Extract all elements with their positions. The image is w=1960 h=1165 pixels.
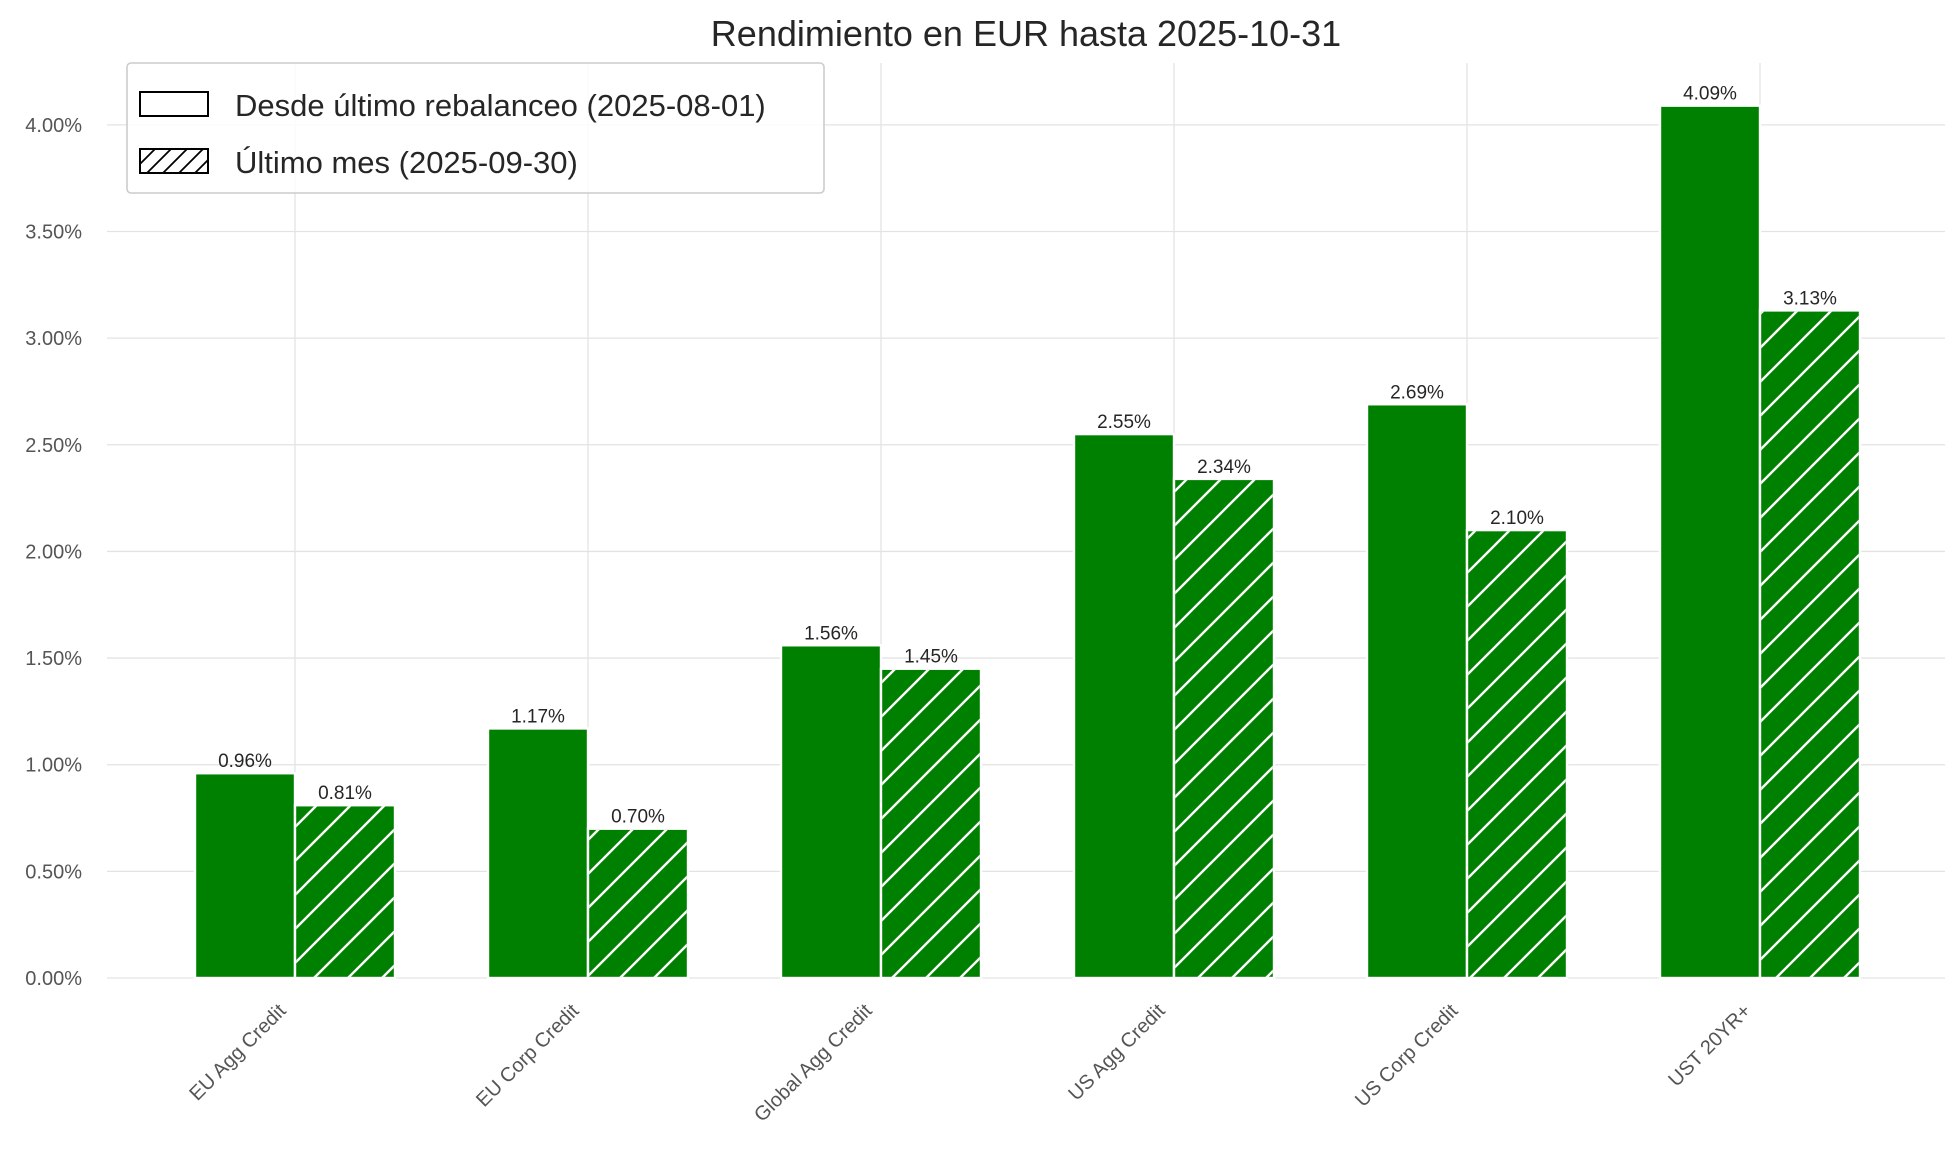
- y-tick-label: 0.00%: [25, 968, 82, 990]
- bar-value-label: 0.96%: [218, 751, 272, 772]
- x-tick-label: Global Agg Credit: [750, 1000, 877, 1127]
- bar-value-label: 2.34%: [1197, 457, 1251, 478]
- bar-last-month-hatch: [882, 669, 980, 978]
- x-tick-label: UST 20YR+: [1664, 1000, 1755, 1091]
- bar-last-month-hatch: [1175, 480, 1273, 978]
- bar-value-label: 0.81%: [318, 783, 372, 804]
- x-tick-label: EU Corp Credit: [472, 1000, 584, 1112]
- x-tick-label: US Agg Credit: [1064, 1000, 1169, 1105]
- bar-rebalance: [779, 644, 883, 980]
- bar-value-labels: 0.96% 0.81% 1.17% 0.70% 1.56% 1.45% 2.55% 2.34%…: [218, 84, 1837, 828]
- y-axis-ticks: 0.00% 0.50% 1.00% 1.50% 2.00% 2.50% 3.00% 3.50%…: [25, 115, 82, 990]
- y-tick-label: 4.00%: [25, 115, 82, 137]
- y-tick-label: 1.00%: [25, 755, 82, 777]
- x-axis-ticks: EU Agg Credit EU Corp Credit Global Agg Cr…: [185, 1000, 1755, 1127]
- legend-swatch-solid: [139, 91, 209, 117]
- bar-value-label: 1.56%: [804, 623, 858, 644]
- bar-value-label: 2.10%: [1490, 508, 1544, 529]
- y-tick-label: 0.50%: [25, 861, 82, 883]
- y-tick-label: 3.50%: [25, 221, 82, 243]
- legend: Desde último rebalanceo (2025-08-01) Últ…: [126, 62, 825, 194]
- y-tick-label: 2.50%: [25, 435, 82, 457]
- bar-last-month-hatch: [1761, 311, 1859, 979]
- x-tick-label: EU Agg Credit: [185, 1000, 290, 1105]
- bars: [193, 104, 1862, 980]
- bar-value-label: 4.09%: [1683, 84, 1737, 105]
- legend-frame: [126, 62, 825, 194]
- bar-value-label: 2.55%: [1097, 412, 1151, 433]
- bar-rebalance: [193, 772, 297, 980]
- legend-label-rebalance: Desde último rebalanceo (2025-08-01): [235, 88, 766, 123]
- x-tick-label: US Corp Credit: [1351, 1000, 1463, 1112]
- bar-rebalance: [1365, 403, 1469, 980]
- bar-last-month-hatch: [296, 806, 394, 978]
- y-tick-label: 3.00%: [25, 328, 82, 350]
- bar-value-label: 1.45%: [904, 647, 958, 668]
- bar-value-label: 1.17%: [511, 706, 565, 727]
- bar-value-label: 0.70%: [611, 807, 665, 828]
- bar-rebalance: [1072, 432, 1176, 980]
- y-tick-label: 2.00%: [25, 541, 82, 563]
- bar-last-month-hatch: [1468, 531, 1566, 978]
- legend-label-last-month: Último mes (2025-09-30): [235, 145, 578, 180]
- chart-title: Rendimiento en EUR hasta 2025-10-31: [711, 13, 1341, 54]
- bar-rebalance: [1658, 104, 1762, 980]
- bar-last-month-hatch: [589, 829, 687, 978]
- bar-value-label: 3.13%: [1783, 288, 1837, 309]
- legend-swatch-hatched: [139, 148, 209, 174]
- y-tick-label: 1.50%: [25, 648, 82, 670]
- bar-rebalance: [486, 727, 590, 980]
- bar-value-label: 2.69%: [1390, 382, 1444, 403]
